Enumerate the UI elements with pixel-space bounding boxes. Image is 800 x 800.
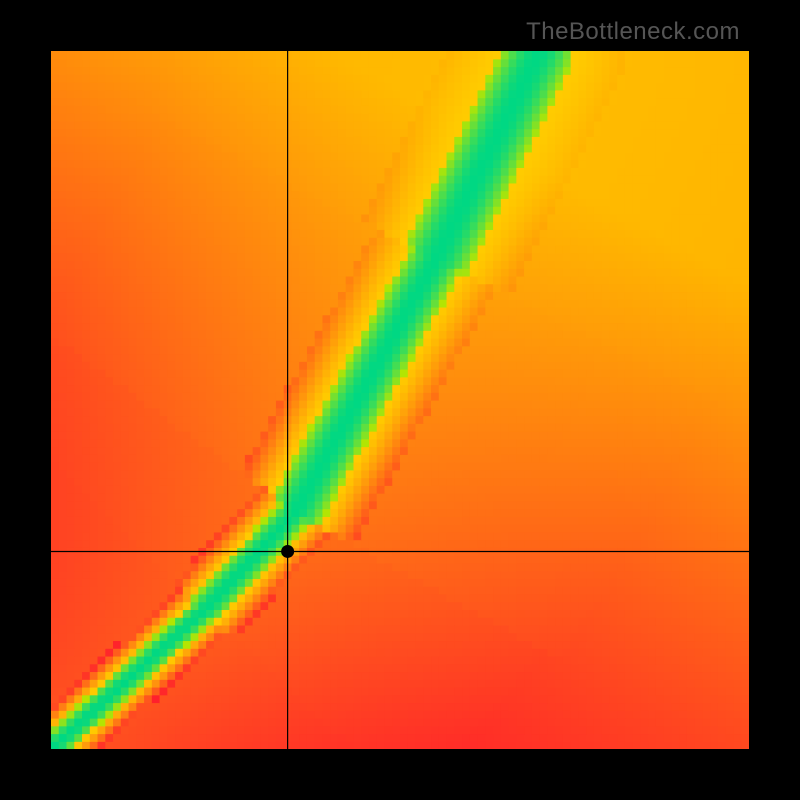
heatmap-cells — [51, 51, 749, 749]
chart-outer-frame: TheBottleneck.com — [0, 0, 800, 800]
heatmap-plot — [51, 51, 749, 749]
watermark-text: TheBottleneck.com — [526, 18, 740, 46]
heatmap-svg — [51, 51, 749, 749]
crosshair-marker — [281, 545, 294, 558]
